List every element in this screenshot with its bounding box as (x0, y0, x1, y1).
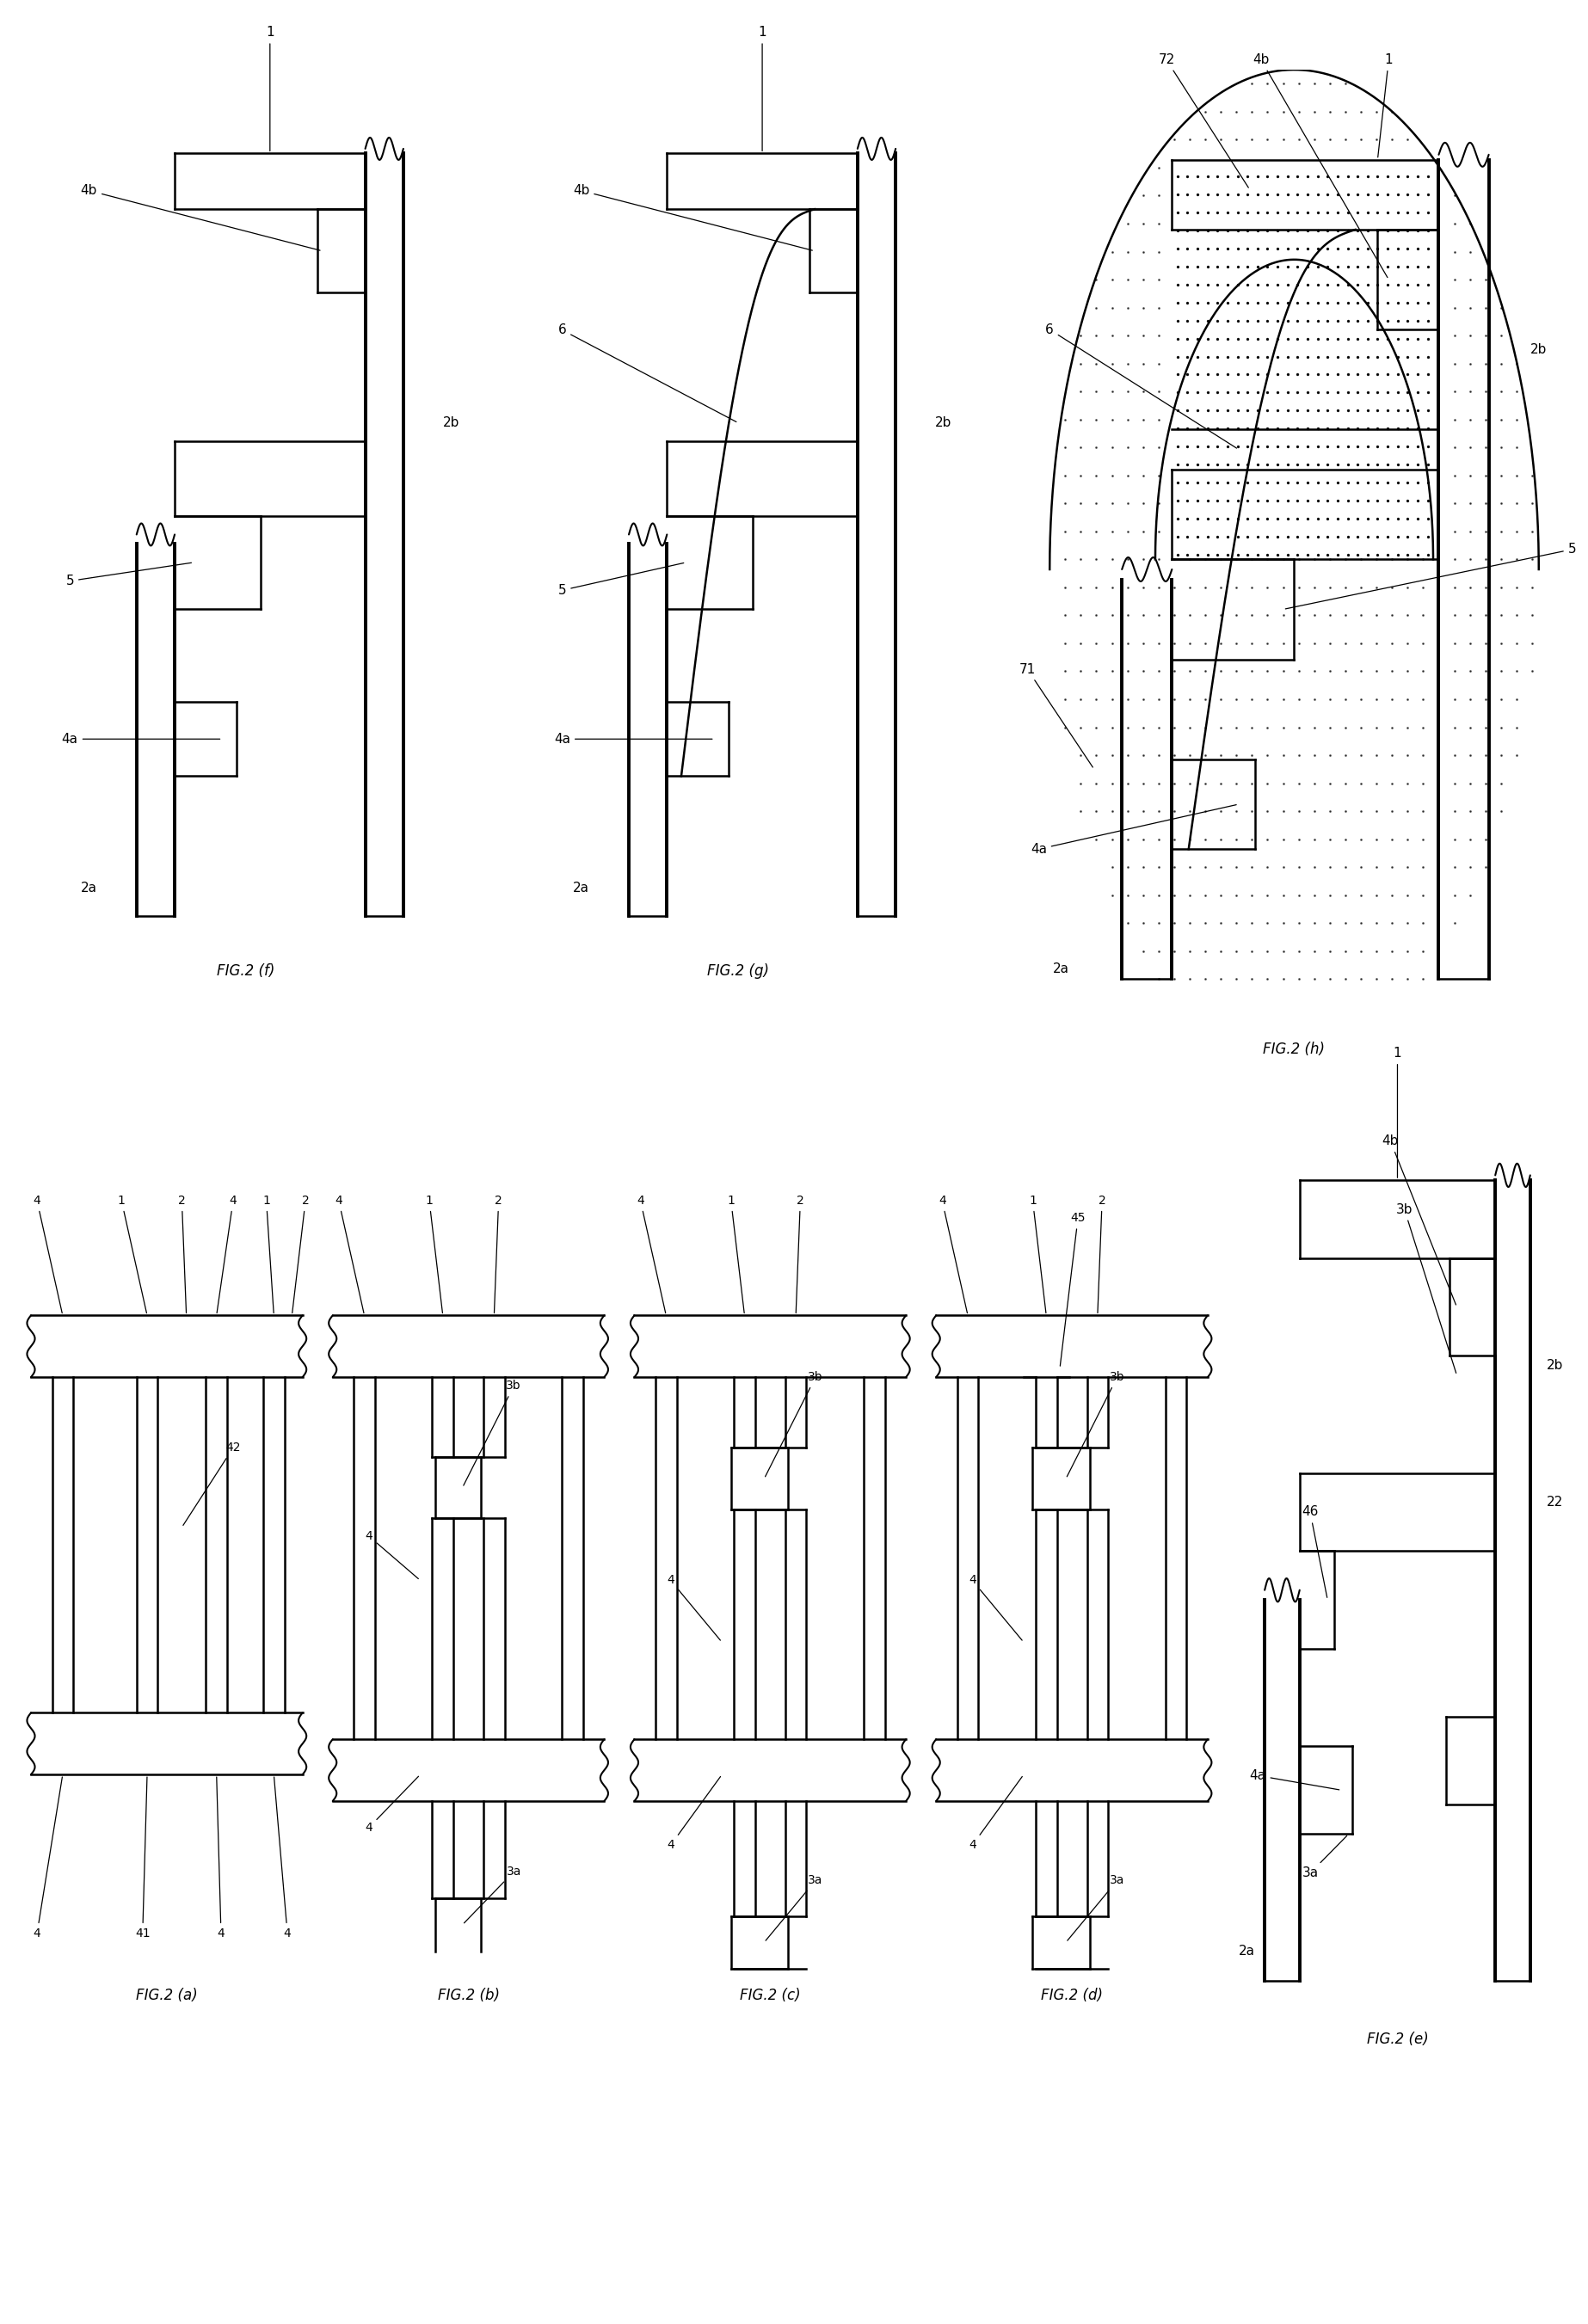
Text: 72: 72 (1158, 53, 1248, 188)
Text: FIG.2 (d): FIG.2 (d) (1040, 1987, 1104, 2003)
Text: FIG.2 (c): FIG.2 (c) (740, 1987, 800, 2003)
Text: 4: 4 (218, 1195, 237, 1313)
Text: 2: 2 (178, 1195, 186, 1313)
Text: 41: 41 (135, 1778, 151, 1941)
Text: 3a: 3a (464, 1866, 521, 1922)
Text: 4: 4 (939, 1195, 967, 1313)
Text: 5: 5 (1285, 544, 1577, 609)
Text: 4: 4 (637, 1195, 665, 1313)
Text: 46: 46 (1302, 1506, 1328, 1597)
Text: 2b: 2b (935, 416, 951, 430)
Text: 42: 42 (183, 1441, 241, 1525)
Text: FIG.2 (b): FIG.2 (b) (437, 1987, 500, 2003)
Text: 2a: 2a (1239, 1945, 1256, 1957)
Text: 3a: 3a (1302, 1836, 1347, 1880)
Text: 3a: 3a (1067, 1875, 1124, 1941)
Text: FIG.2 (a): FIG.2 (a) (137, 1987, 197, 2003)
Text: 4: 4 (216, 1778, 225, 1941)
Text: 3b: 3b (464, 1380, 521, 1485)
Text: 1: 1 (757, 26, 767, 151)
Text: 6: 6 (1045, 323, 1237, 449)
Text: 4: 4 (365, 1776, 419, 1834)
Text: 4b: 4b (1253, 53, 1388, 277)
Text: 2: 2 (796, 1195, 804, 1313)
Text: 4: 4 (335, 1195, 364, 1313)
Text: 3a: 3a (765, 1875, 823, 1941)
Text: 2b: 2b (1547, 1360, 1563, 1371)
Text: 22: 22 (1547, 1497, 1563, 1508)
Text: 4: 4 (365, 1529, 418, 1578)
Text: 1: 1 (118, 1195, 146, 1313)
Text: 1: 1 (426, 1195, 443, 1313)
Text: FIG.2 (e): FIG.2 (e) (1367, 2031, 1428, 2047)
Text: 3b: 3b (1396, 1204, 1456, 1373)
Text: 2a: 2a (573, 881, 589, 895)
Text: 4: 4 (275, 1778, 291, 1941)
Text: FIG.2 (h): FIG.2 (h) (1262, 1041, 1326, 1057)
Text: 1: 1 (265, 26, 275, 151)
Text: 1: 1 (1393, 1046, 1402, 1178)
Text: 4: 4 (969, 1573, 1023, 1641)
Text: 4: 4 (33, 1778, 62, 1941)
Text: 2: 2 (292, 1195, 310, 1313)
Text: 4a: 4a (1031, 804, 1237, 855)
Text: 4: 4 (667, 1776, 721, 1852)
Text: 2: 2 (494, 1195, 502, 1313)
Text: FIG.2 (g): FIG.2 (g) (707, 964, 770, 978)
Text: 6: 6 (557, 323, 737, 423)
Text: 71: 71 (1019, 662, 1093, 767)
Text: 5: 5 (65, 562, 192, 588)
Text: FIG.2 (f): FIG.2 (f) (218, 964, 275, 978)
Text: 45: 45 (1061, 1213, 1086, 1367)
Text: 5: 5 (557, 562, 684, 597)
Text: 1: 1 (727, 1195, 745, 1313)
Text: 3b: 3b (1067, 1371, 1124, 1476)
Text: 4a: 4a (1250, 1769, 1339, 1789)
Text: 3b: 3b (765, 1371, 823, 1476)
Text: 1: 1 (262, 1195, 273, 1313)
Text: 4: 4 (667, 1573, 721, 1641)
Text: 4b: 4b (81, 184, 321, 251)
Text: 4: 4 (969, 1776, 1023, 1852)
Text: 4b: 4b (1382, 1134, 1456, 1304)
Text: 4b: 4b (573, 184, 813, 251)
Text: 4a: 4a (62, 732, 219, 746)
Text: 2: 2 (1097, 1195, 1105, 1313)
Text: 2a: 2a (1053, 962, 1069, 976)
Text: 4a: 4a (554, 732, 711, 746)
Text: 2b: 2b (1531, 344, 1547, 356)
Text: 1: 1 (1029, 1195, 1046, 1313)
Text: 1: 1 (1378, 53, 1393, 158)
Text: 2a: 2a (81, 881, 97, 895)
Text: 2b: 2b (443, 416, 459, 430)
Text: 4: 4 (33, 1195, 62, 1313)
